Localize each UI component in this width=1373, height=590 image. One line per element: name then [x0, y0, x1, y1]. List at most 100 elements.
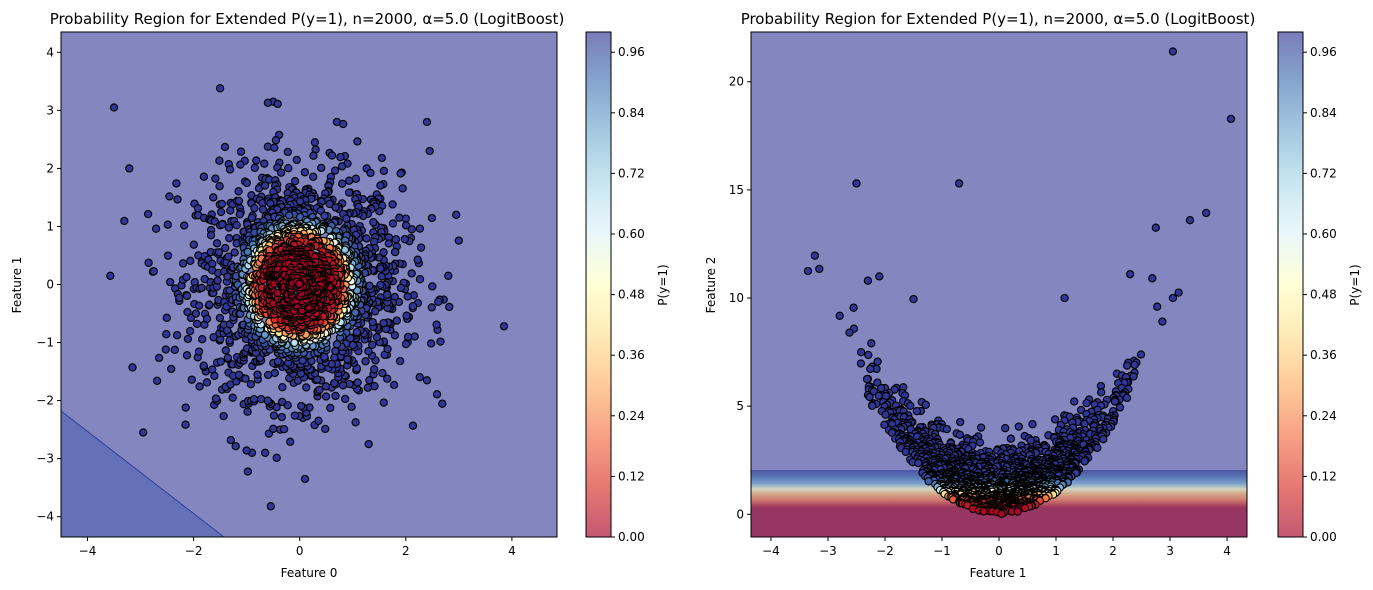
scatter-points [106, 84, 509, 511]
colorbar-tick-label: 0.96 [1310, 45, 1337, 59]
data-point [236, 147, 246, 156]
data-point [276, 168, 286, 177]
data-point [198, 335, 207, 344]
colorbar-tick-label: 0.60 [1310, 227, 1337, 241]
data-point [214, 248, 224, 257]
data-point [384, 239, 393, 248]
data-point [224, 252, 233, 261]
data-point [216, 207, 226, 217]
data-point [362, 234, 371, 243]
data-point [277, 397, 287, 407]
data-point [286, 437, 295, 446]
y-tick-label: 4 [46, 45, 54, 59]
y-axis-ticks: 0 5 10 15 20 [729, 75, 751, 521]
data-point [1060, 293, 1069, 303]
data-point [298, 356, 307, 365]
x-axis-ticks: −4 −2 0 2 4 [79, 537, 516, 558]
data-point [253, 370, 262, 379]
data-point [181, 420, 190, 429]
data-point [1185, 216, 1195, 225]
data-point [427, 213, 437, 223]
data-point [226, 206, 235, 215]
data-point [269, 424, 278, 433]
data-point [345, 379, 354, 389]
colorbar-tick-label: 0.00 [1310, 530, 1337, 544]
data-point [221, 346, 230, 355]
data-point [202, 378, 212, 387]
x-tick-label: −2 [876, 544, 894, 558]
data-point [436, 337, 445, 346]
data-point [260, 181, 270, 190]
data-point [269, 411, 279, 420]
data-point [956, 417, 965, 427]
data-point [192, 319, 202, 329]
y-tick-label: 3 [46, 103, 54, 117]
x-tick-label: 0 [995, 544, 1003, 558]
x-tick-label: 4 [1223, 544, 1231, 558]
data-point [109, 103, 119, 112]
data-point [154, 353, 164, 363]
x-tick-label: 3 [1166, 544, 1174, 558]
data-point [1014, 422, 1023, 431]
data-point [106, 271, 115, 280]
boundary-line [61, 410, 225, 537]
colorbar-tick-label: 0.72 [618, 166, 645, 180]
data-point [376, 181, 385, 190]
data-point [873, 378, 882, 387]
data-point [810, 251, 820, 260]
data-point [815, 264, 824, 274]
data-point [383, 344, 392, 354]
data-point [395, 213, 404, 222]
data-point [263, 98, 273, 107]
data-point [955, 430, 965, 439]
data-point [388, 219, 398, 228]
data-point [370, 365, 379, 374]
data-point [1013, 507, 1022, 516]
data-point [219, 411, 228, 421]
data-point [1226, 114, 1236, 124]
data-point [997, 509, 1006, 519]
data-point [162, 313, 171, 322]
chart-right: Probability Region for Extended P(y=1), … [704, 10, 1362, 580]
data-point [327, 151, 337, 160]
data-point [427, 303, 436, 312]
x-tick-label: −3 [819, 544, 837, 558]
data-point [422, 376, 432, 385]
y-axis-label: Feature 2 [704, 257, 718, 314]
data-point [351, 418, 360, 427]
data-point [835, 311, 844, 320]
data-point [236, 160, 245, 169]
y-tick-label: 1 [46, 219, 54, 233]
y-tick-label: 15 [729, 183, 744, 197]
data-point [209, 193, 218, 202]
data-point [193, 204, 203, 213]
data-point [942, 424, 952, 434]
x-tick-label: −1 [933, 544, 951, 558]
data-point [261, 448, 270, 457]
data-point [390, 247, 400, 257]
data-point [175, 293, 184, 302]
y-tick-label: −2 [36, 394, 54, 408]
data-point [215, 313, 225, 323]
data-point [125, 164, 134, 173]
data-point [149, 267, 158, 276]
data-point [241, 374, 250, 383]
data-point [398, 184, 407, 193]
data-point [849, 303, 858, 312]
data-point [909, 294, 918, 304]
data-point [309, 172, 318, 181]
data-point [152, 376, 162, 385]
data-point [165, 192, 174, 201]
x-axis-label: Feature 1 [970, 566, 1027, 580]
data-point [186, 256, 195, 265]
data-point [379, 166, 389, 176]
data-point [338, 381, 348, 390]
y-axis-ticks: −4 −3 −2 −1 0 1 2 3 4 [36, 45, 61, 524]
data-point [396, 283, 406, 293]
data-point [852, 179, 861, 188]
x-tick-label: −4 [79, 544, 97, 558]
data-point [341, 394, 350, 404]
data-point [266, 502, 275, 511]
data-point [351, 174, 361, 183]
y-tick-label: 10 [729, 291, 744, 305]
